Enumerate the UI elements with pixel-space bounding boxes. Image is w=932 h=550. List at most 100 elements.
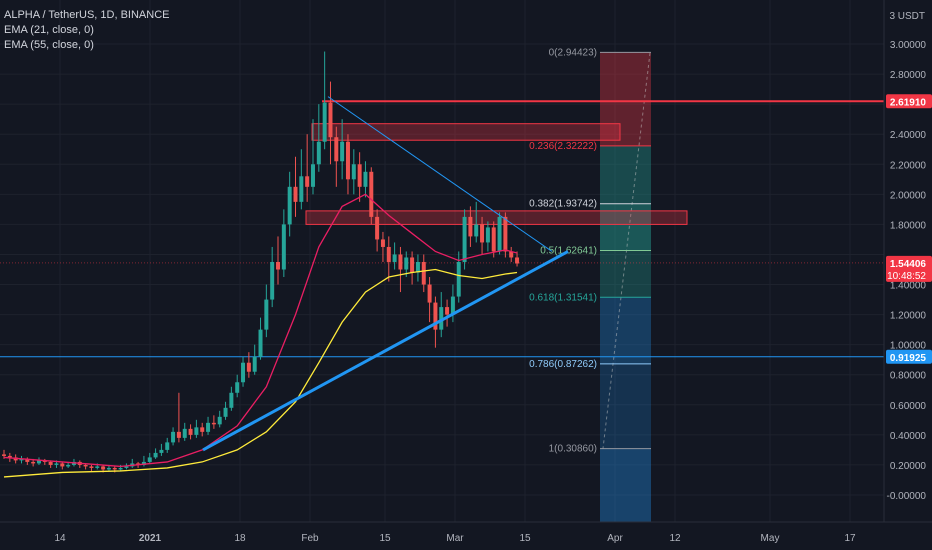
candle-body (118, 467, 123, 470)
fib-retracement: 0(2.94423) 0.236(2.32222) 0.382(1.93742) 0.… (529, 47, 651, 522)
support-trendline (202, 250, 569, 452)
fib-level-label: 0(2.94423) (549, 47, 597, 58)
candle-body (36, 460, 41, 464)
descending-trendline (327, 96, 553, 252)
time-tick-label: Apr (607, 533, 623, 544)
candle-body (194, 427, 199, 435)
candle-body (153, 452, 158, 458)
candle-body (351, 164, 356, 180)
price-tick-label: 2.20000 (890, 160, 927, 171)
candle-body (95, 466, 100, 468)
resistance-zone-lower (305, 210, 688, 225)
candle-body (200, 427, 205, 432)
candle-body (89, 466, 94, 468)
candle-body (83, 464, 88, 467)
support-price-tag-value: 0.91925 (890, 353, 927, 364)
candle-body (188, 428, 193, 435)
price-axis-unit: 3 USDT (889, 11, 925, 22)
price-tick-label: 0.80000 (890, 371, 927, 382)
time-tick-label: 15 (379, 533, 391, 544)
candle-body (101, 466, 106, 470)
fib-level-label: 0.786(0.87262) (529, 359, 597, 370)
ema21-legend[interactable]: EMA (21, close, 0) (4, 24, 94, 36)
candle-body (480, 224, 485, 243)
candle-body (276, 261, 281, 270)
candle-body (112, 467, 117, 470)
time-tick-label: 12 (669, 533, 681, 544)
candle-body (497, 216, 502, 252)
candle-body (264, 299, 269, 330)
candle-body (235, 382, 240, 393)
candle-body (246, 362, 251, 372)
price-tick-label: 1.40000 (890, 281, 927, 292)
candle-body (19, 458, 24, 461)
time-tick-label: May (761, 533, 780, 544)
time-tick-label: 15 (519, 533, 531, 544)
time-axis: 14 2021 18 Feb 15 Mar 15 Apr 12 May 17 (0, 521, 932, 550)
price-tick-label: 2.80000 (890, 70, 927, 81)
candle-body (468, 216, 473, 237)
resistance-price-tag-value: 2.61910 (890, 97, 927, 108)
candle-body (241, 362, 246, 383)
fib-level-label: 0.5(1.62641) (540, 246, 597, 257)
candle-body (217, 416, 222, 425)
candle-body (380, 239, 385, 247)
chart-legend: ALPHA / TetherUS, 1D, BINANCE EMA (21, c… (4, 8, 169, 53)
time-tick-label: Feb (301, 533, 319, 544)
time-tick-label: Mar (446, 533, 464, 544)
candle-body (223, 407, 228, 417)
candle-body (515, 257, 520, 264)
candle-body (106, 467, 111, 470)
candle-body (165, 442, 170, 450)
candle-body (206, 422, 211, 432)
candle-body (2, 454, 6, 456)
price-tick-label: 2.00000 (890, 190, 927, 201)
price-tick-label: 1.20000 (890, 311, 927, 322)
candle-body (159, 449, 164, 453)
candle-body (509, 251, 514, 258)
fib-level-label: 0.618(1.31541) (529, 292, 597, 303)
time-axis-bg (0, 522, 932, 550)
candle-body (252, 356, 257, 372)
candle-body (410, 257, 415, 273)
candle-body (363, 171, 368, 187)
candle-body (293, 186, 298, 202)
fib-zone (600, 52, 651, 146)
price-tick-label: 2.40000 (890, 130, 927, 141)
price-axis: 3 USDT3.000002.800002.600002.400002.2000… (883, 0, 932, 550)
price-tick-label: 3.00000 (890, 40, 927, 51)
fib-level-label: 1(0.30860) (549, 444, 597, 455)
candle-body (439, 307, 444, 330)
support-price-tag-bg (886, 349, 932, 364)
ema55-legend[interactable]: EMA (55, close, 0) (4, 39, 94, 51)
candle-body (445, 307, 450, 315)
fib-zone (600, 145, 651, 204)
candle-body (404, 257, 409, 270)
symbol-title[interactable]: ALPHA / TetherUS, 1D, BINANCE (4, 9, 170, 21)
candle-body (456, 261, 461, 297)
ema55-line (3, 268, 518, 478)
time-tick-label: 18 (234, 533, 246, 544)
fib-zone (600, 203, 651, 251)
candle-body (503, 216, 508, 252)
price-tick-label: 0.60000 (890, 401, 927, 412)
resistance-zone-upper (311, 123, 621, 141)
fib-zone (600, 297, 651, 364)
candle-body (421, 261, 426, 285)
candle-body (491, 227, 496, 252)
fib-zone (600, 448, 651, 522)
candle-body (369, 171, 374, 217)
candle-body (54, 463, 59, 465)
candle-body (427, 284, 432, 303)
candle-body (25, 458, 30, 462)
candle-body (141, 461, 146, 465)
candle-body (31, 461, 36, 464)
last-price-tag-value: 1.54406 (890, 259, 927, 270)
candle-body (176, 431, 181, 438)
candle-body (7, 455, 12, 458)
candle-body (281, 224, 286, 270)
candle-body (357, 164, 362, 187)
time-tick-label: 17 (844, 533, 856, 544)
candle-body (474, 224, 479, 237)
